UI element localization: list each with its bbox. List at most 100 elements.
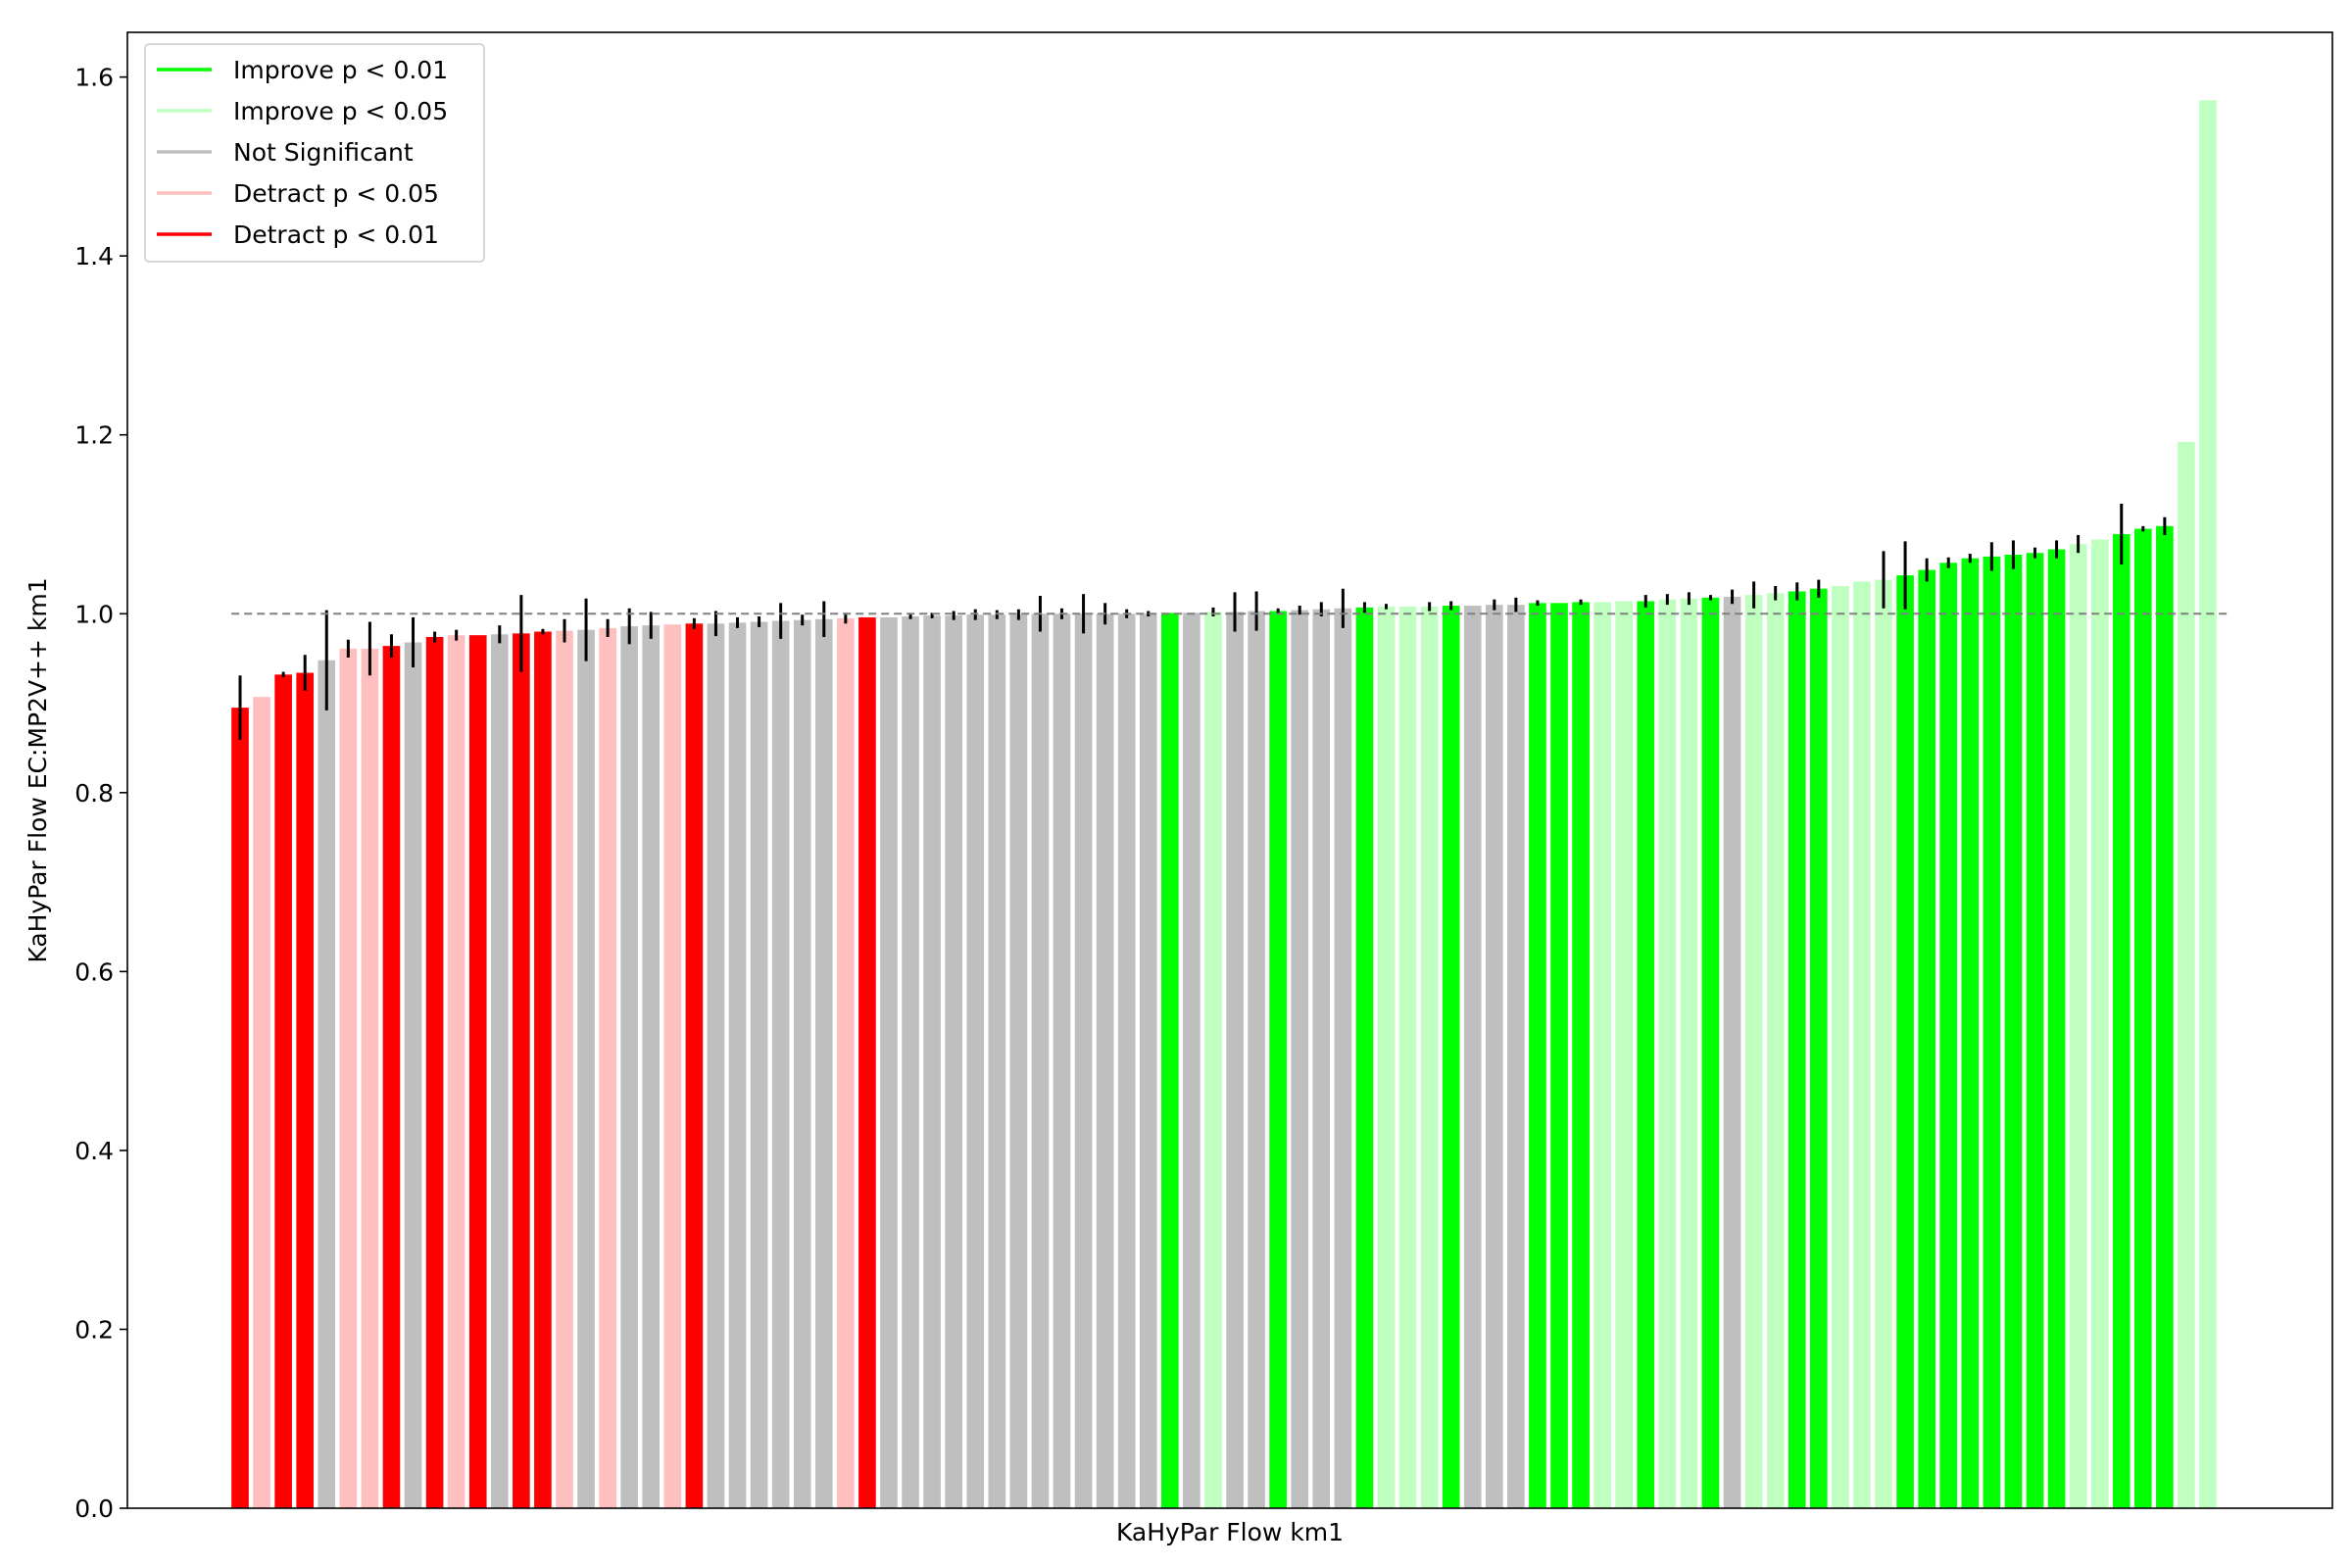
- bar: [728, 622, 747, 1508]
- bar: [253, 697, 270, 1508]
- legend: Improve p < 0.01 Improve p < 0.05 Not Sign…: [144, 43, 485, 263]
- bar: [1853, 581, 1871, 1508]
- bar: [1117, 613, 1136, 1508]
- bar: [988, 614, 1006, 1508]
- bar: [1183, 612, 1200, 1508]
- bar: [923, 615, 941, 1508]
- bar: [2112, 534, 2131, 1508]
- bar: [1680, 598, 1698, 1508]
- bar: [1939, 563, 1958, 1508]
- bar: [534, 631, 552, 1508]
- bar: [707, 623, 725, 1508]
- bar: [1832, 585, 1849, 1508]
- bar: [1377, 606, 1396, 1508]
- bar: [1766, 593, 1785, 1508]
- bar: [750, 621, 768, 1508]
- bar: [642, 625, 661, 1508]
- bar: [339, 648, 358, 1508]
- bar: [1507, 605, 1525, 1508]
- bar: [318, 660, 336, 1508]
- bar: [577, 629, 595, 1508]
- bar: [1550, 603, 1568, 1508]
- y-tick-label: 0.2: [74, 1315, 114, 1344]
- bar: [1355, 607, 1374, 1508]
- bar: [2199, 100, 2217, 1509]
- bar: [902, 616, 919, 1508]
- bar: [1918, 569, 1936, 1508]
- bar: [1139, 613, 1157, 1508]
- bar: [556, 630, 573, 1508]
- bar: [1291, 610, 1309, 1508]
- bar: [1420, 606, 1439, 1508]
- bar: [1593, 602, 1611, 1508]
- bar: [814, 618, 833, 1508]
- bar: [837, 617, 855, 1508]
- bar: [1334, 608, 1352, 1508]
- y-tick-label: 0.0: [74, 1494, 114, 1523]
- bar: [1226, 612, 1244, 1508]
- bar: [1009, 614, 1028, 1508]
- bar: [599, 627, 616, 1508]
- y-tick-label: 0.8: [74, 779, 114, 808]
- y-axis-label: KaHyPar Flow EC:MP2V++ km1: [24, 577, 52, 962]
- bar: [2047, 549, 2066, 1508]
- bar: [1658, 599, 1677, 1508]
- bar: [1744, 595, 1763, 1508]
- bar: [231, 708, 249, 1508]
- bar: [793, 619, 811, 1508]
- bar: [1637, 601, 1655, 1508]
- bar: [2133, 528, 2152, 1508]
- bar: [2026, 553, 2044, 1508]
- bar: [468, 635, 487, 1508]
- bar-series: [231, 100, 2217, 1509]
- bar: [361, 648, 379, 1508]
- legend-label: Improve p < 0.01: [233, 56, 448, 84]
- bar: [1875, 579, 1892, 1508]
- bar: [2178, 442, 2195, 1508]
- bar: [274, 674, 292, 1508]
- plot-frame: [126, 31, 2333, 1509]
- legend-box: [144, 43, 485, 263]
- bar: [1074, 613, 1093, 1508]
- legend-label: Improve p < 0.05: [233, 97, 448, 125]
- bar: [1463, 606, 1482, 1508]
- bar: [966, 614, 985, 1508]
- bar: [1809, 588, 1828, 1508]
- bar: [1248, 611, 1265, 1508]
- bar: [447, 635, 466, 1508]
- bar: [858, 616, 876, 1508]
- y-tick-label: 1.6: [74, 64, 114, 92]
- bar: [404, 642, 422, 1508]
- bar: [2156, 525, 2174, 1508]
- y-tick-label: 1.0: [74, 600, 114, 628]
- bar: [1269, 611, 1287, 1508]
- bar: [1161, 612, 1179, 1508]
- bar: [1961, 558, 1980, 1508]
- y-axis: 0.0 0.2 0.4 0.6 0.8 1.0 1.2 1.4 1.6: [74, 64, 127, 1523]
- bar: [1529, 603, 1546, 1508]
- bar: [2090, 539, 2109, 1508]
- bar: [1053, 613, 1071, 1508]
- bar: [513, 633, 530, 1508]
- bar: [685, 623, 704, 1508]
- bar: [880, 616, 898, 1508]
- y-tick-label: 1.4: [74, 242, 114, 270]
- bar: [1486, 605, 1503, 1508]
- bar: [1312, 609, 1331, 1508]
- bar: [1983, 556, 2001, 1508]
- bar: [771, 620, 790, 1508]
- bar: [425, 637, 444, 1508]
- bar: [1701, 597, 1720, 1508]
- bar: [1204, 612, 1222, 1508]
- bar: [296, 672, 315, 1508]
- bar: [1615, 601, 1634, 1508]
- bar: [1572, 602, 1590, 1508]
- bar: [1896, 575, 1914, 1508]
- bar: [490, 634, 509, 1508]
- y-tick-label: 1.2: [74, 421, 114, 450]
- bar: [1788, 591, 1806, 1508]
- bar: [945, 615, 962, 1508]
- x-axis-label: KaHyPar Flow km1: [1116, 1518, 1344, 1546]
- legend-label: Not Significant: [233, 138, 414, 167]
